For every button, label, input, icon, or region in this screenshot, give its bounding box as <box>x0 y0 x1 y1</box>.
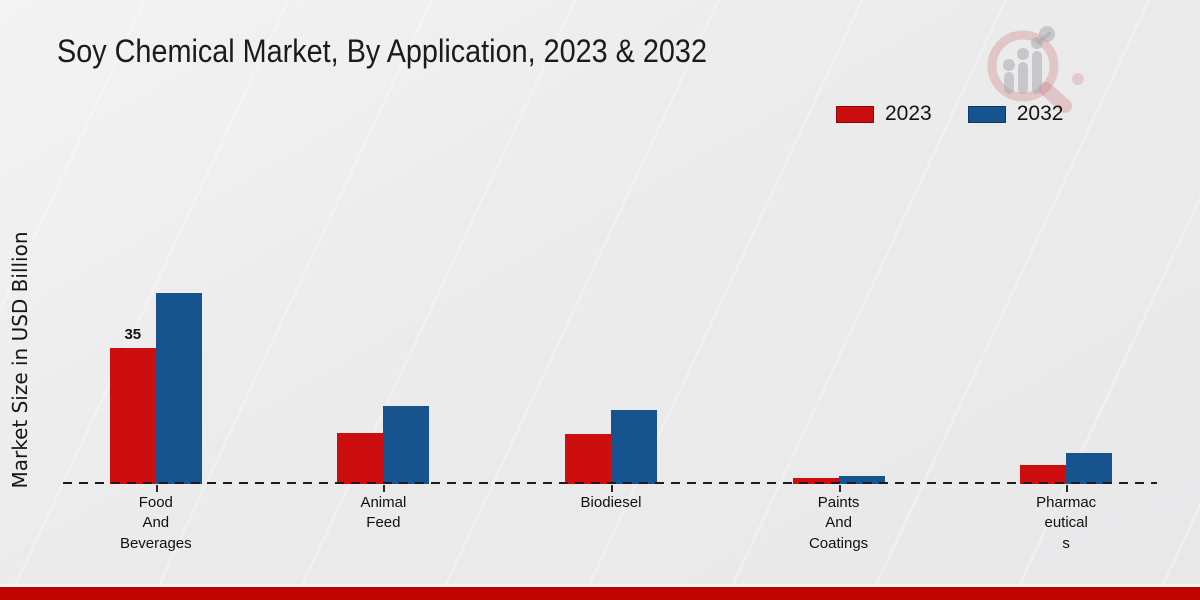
bar-group-4 <box>725 249 953 492</box>
footer-divider <box>0 584 1200 587</box>
bar-group-2 <box>270 249 498 492</box>
legend-label-2032: 2032 <box>1016 102 1064 125</box>
category-label-3: Biodiesel <box>580 494 642 511</box>
chart-title: Soy Chemical Market, By Application, 202… <box>57 33 707 69</box>
bar-2032-5 <box>1066 452 1113 484</box>
bar-2023-4 <box>792 478 839 484</box>
bar-group-1: 35 <box>42 249 270 492</box>
category-label-5: Pharmac eutical s <box>1036 494 1097 552</box>
category-label-1: Food And Beverages <box>119 494 192 552</box>
bar-2032-4 <box>838 476 885 484</box>
bar-group-3 <box>497 249 725 492</box>
axis-tick <box>838 485 841 492</box>
brand-watermark-logo <box>987 26 1084 113</box>
category-labels: Food And Beverages Animal Feed Biodiesel Pa… <box>42 493 1180 554</box>
axis-tick <box>383 485 386 492</box>
axis-tick <box>1066 485 1069 492</box>
bar-2032-3 <box>610 410 657 484</box>
plot-area: 35 <box>42 249 1180 492</box>
bar-2032-2 <box>383 406 430 484</box>
bar-2023-2 <box>337 433 384 484</box>
legend-item-2032: 2032 <box>967 102 1064 126</box>
legend: 2023 2032 <box>836 102 1063 126</box>
legend-swatch-2023 <box>836 105 874 123</box>
x-axis-baseline <box>63 482 1157 484</box>
bar-2023-1: 35 <box>109 326 156 484</box>
bar-2023-5 <box>1020 464 1067 484</box>
bar-value-label: 35 <box>124 325 142 343</box>
growth-bars-icon <box>1003 26 1055 94</box>
category-label-2: Animal Feed <box>360 494 407 532</box>
legend-swatch-2032 <box>967 105 1006 123</box>
y-axis-label: Market Size in USD Billion <box>8 231 32 489</box>
axis-tick <box>155 485 158 492</box>
axis-tick <box>610 485 613 492</box>
magnifier-icon <box>987 26 1084 113</box>
bar-2032-1 <box>155 293 202 484</box>
category-label-4: Paints And Coatings <box>808 494 869 552</box>
footer-red-band <box>0 587 1200 600</box>
bar-2023-3 <box>564 434 611 484</box>
legend-label-2023: 2023 <box>885 102 932 125</box>
bar-group-5 <box>952 249 1180 492</box>
legend-item-2023: 2023 <box>836 102 932 126</box>
